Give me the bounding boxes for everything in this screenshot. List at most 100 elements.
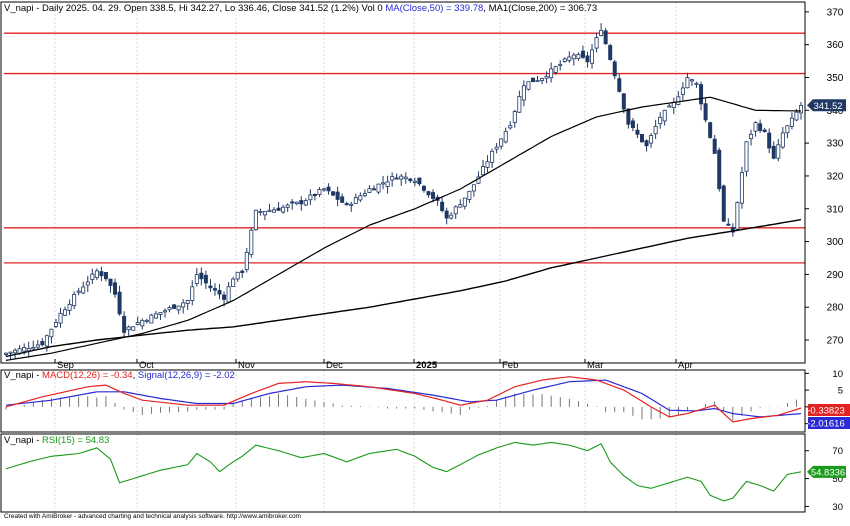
candle-body — [540, 78, 545, 81]
candle-body — [799, 105, 804, 114]
candle-body — [644, 140, 649, 147]
price-y-tick-label: 360 — [827, 40, 844, 51]
candle-body — [440, 201, 445, 211]
last-price-badge — [807, 99, 846, 112]
candle-body — [176, 305, 181, 311]
candle-body — [480, 166, 485, 176]
price-pane: 270280290300310320330340350360370 SepOct… — [4, 2, 846, 371]
footer-credit: Created with AmiBroker - advanced charti… — [4, 513, 301, 520]
candle-body — [758, 123, 763, 131]
candle-body — [340, 196, 345, 203]
candle-body — [717, 149, 722, 190]
rsi-y-tick-label: 70 — [832, 446, 843, 457]
candle-body — [453, 206, 458, 215]
price-y-tick-label: 270 — [827, 336, 844, 347]
price-x-axis: Sep Oct Nov Dec 2025 Feb Mar Apr — [54, 359, 693, 371]
macd-last-badge — [808, 417, 850, 429]
candle-body — [658, 116, 663, 125]
candle-body — [771, 145, 776, 159]
candle-body — [785, 125, 790, 134]
candle-body — [158, 312, 163, 315]
candle-body — [226, 286, 231, 303]
candle-body — [63, 309, 68, 316]
candle-body — [499, 138, 504, 147]
candle-body — [122, 315, 127, 333]
candle-body — [231, 278, 236, 287]
candle-body — [712, 138, 717, 154]
candle-body — [212, 288, 217, 291]
candle-body — [371, 188, 376, 191]
candle-body — [140, 319, 145, 327]
pane-border — [0, 1, 806, 364]
candle-body — [90, 273, 95, 280]
candle-body — [253, 209, 258, 231]
candle-body — [694, 82, 699, 85]
x-axis-label: Nov — [238, 360, 255, 371]
candle-body — [326, 186, 331, 192]
candle-body — [181, 302, 186, 308]
candle-body — [467, 190, 472, 200]
candle-body — [272, 209, 277, 213]
candle-body — [521, 85, 526, 101]
candle-body — [471, 184, 476, 192]
candle-body — [267, 209, 272, 212]
candle-body — [444, 210, 449, 219]
candle-body — [94, 270, 99, 278]
x-axis-label: Mar — [587, 360, 603, 371]
candle-body — [767, 132, 772, 149]
rsi-grid — [54, 434, 677, 512]
candle-body — [403, 176, 408, 180]
candle-body — [190, 286, 195, 301]
candle-body — [194, 274, 199, 284]
candle-body — [285, 204, 290, 208]
candle-body — [35, 344, 40, 348]
candle-body — [599, 29, 604, 36]
candle-body — [594, 37, 599, 49]
x-axis-label: 2025 — [416, 360, 438, 371]
horizontal-levels — [4, 32, 805, 264]
candle-body — [22, 347, 27, 352]
candle-body — [390, 176, 395, 181]
candle-body — [753, 122, 758, 132]
candle-body — [31, 347, 36, 350]
candle-body — [53, 321, 58, 327]
candle-body — [635, 129, 640, 135]
candle-body — [576, 54, 581, 60]
x-axis-label: Dec — [326, 360, 343, 371]
last-price-label: 341.52 — [807, 99, 846, 112]
price-y-tick-label: 280 — [827, 303, 844, 314]
candle-body — [399, 175, 404, 180]
candle-body — [485, 161, 490, 168]
candle-body — [40, 341, 45, 346]
candle-body — [426, 191, 431, 196]
candle-body — [617, 78, 622, 92]
candle-body — [776, 144, 781, 159]
signal-line — [5, 379, 802, 418]
candle-body — [76, 290, 81, 293]
candle-body — [517, 96, 522, 113]
candle-body — [417, 177, 422, 185]
candle-body — [349, 203, 354, 206]
candle-body — [335, 191, 340, 200]
candle-body — [558, 63, 563, 66]
candle-body — [81, 286, 86, 294]
candle-body — [185, 300, 190, 304]
candle-body — [135, 322, 140, 325]
candle-body — [362, 193, 367, 197]
macd-line — [5, 376, 802, 423]
candle-body — [680, 87, 685, 95]
x-axis-label: Apr — [678, 360, 693, 371]
macd-last-labels: -0.33823 -2.01616 — [807, 404, 850, 430]
price-y-tick-label: 300 — [827, 237, 844, 248]
candle-body — [571, 54, 576, 60]
candle-body — [244, 251, 249, 271]
price-y-tick-label: 320 — [827, 171, 844, 182]
price-y-tick-label: 290 — [827, 270, 844, 281]
candle-body — [794, 111, 799, 121]
candle-body — [113, 282, 118, 295]
candle-body — [131, 326, 136, 331]
candle-body — [331, 191, 336, 196]
candle-body — [281, 206, 286, 213]
candle-body — [608, 45, 613, 60]
ma200-line — [5, 218, 802, 358]
